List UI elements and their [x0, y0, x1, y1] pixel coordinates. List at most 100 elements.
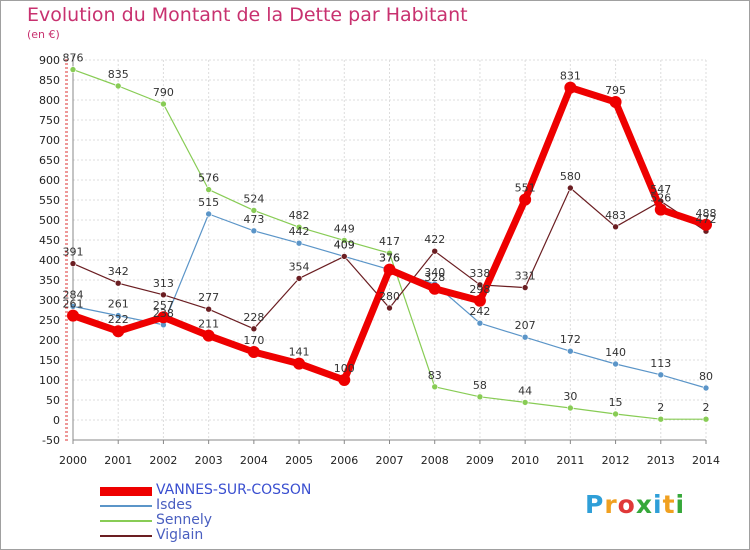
x-tick-label: 2009 [466, 454, 494, 467]
series-lines [67, 66, 712, 423]
data-point [295, 223, 303, 231]
data-label: 580 [560, 170, 581, 183]
data-label: 442 [289, 225, 310, 238]
data-point [476, 281, 484, 289]
x-tick-label: 2013 [647, 454, 675, 467]
data-point [160, 291, 167, 299]
data-point [567, 184, 574, 192]
data-label: 328 [424, 271, 445, 284]
legend-swatch [100, 486, 152, 496]
y-tick-label: 100 [39, 374, 60, 387]
data-point [564, 81, 577, 94]
data-label: 140 [605, 346, 626, 359]
x-tick-label: 2006 [330, 454, 358, 467]
data-label: 795 [605, 84, 626, 97]
data-label: 876 [63, 52, 84, 65]
proxiti-logo: Proxiti [585, 490, 685, 519]
data-label: 376 [379, 252, 400, 265]
data-point [612, 223, 619, 231]
data-point [340, 253, 348, 260]
data-label: 298 [469, 283, 490, 296]
data-label: 515 [198, 196, 219, 209]
data-point [205, 210, 212, 218]
data-label: 83 [428, 369, 442, 382]
data-point [250, 325, 258, 333]
legend-label: VANNES-SUR-COSSON [156, 482, 312, 498]
logo-letter: i [675, 490, 686, 519]
data-label: 482 [289, 209, 310, 222]
data-label: 831 [560, 70, 581, 83]
data-label: 100 [334, 362, 355, 375]
chart-unit: (en €) [27, 28, 60, 41]
x-tick-label: 2002 [149, 454, 177, 467]
data-point [521, 284, 529, 291]
data-label: 277 [198, 291, 219, 304]
logo-letter: i [653, 490, 663, 519]
data-label: 284 [63, 288, 84, 301]
data-point [476, 393, 484, 401]
data-label: 472 [696, 213, 717, 226]
data-label: 483 [605, 209, 626, 222]
data-label: 338 [469, 267, 490, 280]
y-tick-label: 350 [39, 274, 60, 287]
data-label: 30 [563, 390, 577, 403]
data-point [521, 399, 529, 406]
y-tick-label: 700 [39, 134, 60, 147]
x-tick-label: 2014 [692, 454, 720, 467]
data-point [428, 282, 441, 295]
chart-title: Evolution du Montant de la Dette par Hab… [27, 4, 468, 26]
data-point [700, 218, 712, 231]
data-label: 409 [334, 238, 355, 251]
axes [65, 55, 707, 444]
data-point [473, 294, 486, 307]
y-tick-label: 850 [39, 74, 60, 87]
data-label: 331 [515, 270, 536, 283]
data-label: 15 [609, 396, 623, 409]
data-point [205, 186, 212, 193]
data-point [654, 203, 667, 216]
data-point [657, 415, 665, 423]
data-label: 835 [108, 68, 129, 81]
data-label: 113 [650, 357, 671, 370]
x-tick-label: 2007 [376, 454, 404, 467]
y-tick-label: 500 [39, 214, 60, 227]
data-label: 354 [289, 260, 310, 273]
data-label: 211 [198, 318, 219, 331]
data-label: 238 [153, 307, 174, 320]
legend-label: Isdes [156, 497, 193, 513]
data-point [702, 384, 710, 392]
data-point [250, 227, 258, 235]
y-tick-label: 200 [39, 334, 60, 347]
legend-swatch [100, 520, 152, 522]
data-point [338, 374, 351, 386]
y-tick-label: 50 [46, 394, 60, 407]
x-tick-label: 2008 [421, 454, 449, 467]
data-label: 2 [703, 401, 710, 414]
y-tick-label: 900 [39, 54, 60, 67]
data-label: 257 [153, 299, 174, 312]
data-label: 547 [650, 183, 671, 196]
x-tick-label: 2003 [195, 454, 223, 467]
data-point [476, 319, 484, 327]
data-label: 58 [473, 379, 487, 392]
data-label: 417 [379, 235, 400, 248]
data-point [114, 279, 122, 287]
data-label: 172 [560, 333, 581, 346]
tick-labels: -50 0 50 100 150 200 250 300 350 400 450 500 550 600 6… [39, 54, 720, 467]
data-label: 576 [198, 172, 219, 185]
data-point [386, 249, 393, 257]
data-point [205, 305, 212, 313]
y-tick-label: 600 [39, 174, 60, 187]
x-tick-label: 2010 [511, 454, 539, 467]
logo-letter: P [585, 490, 605, 519]
data-point [250, 207, 258, 214]
legend-label: Sennely [156, 512, 213, 528]
data-label: 342 [108, 265, 129, 278]
data-label: 170 [243, 334, 264, 347]
logo-letter: r [604, 490, 618, 519]
data-label: 488 [696, 207, 717, 220]
data-point [67, 309, 79, 322]
data-point [519, 193, 532, 206]
data-point [612, 410, 619, 418]
